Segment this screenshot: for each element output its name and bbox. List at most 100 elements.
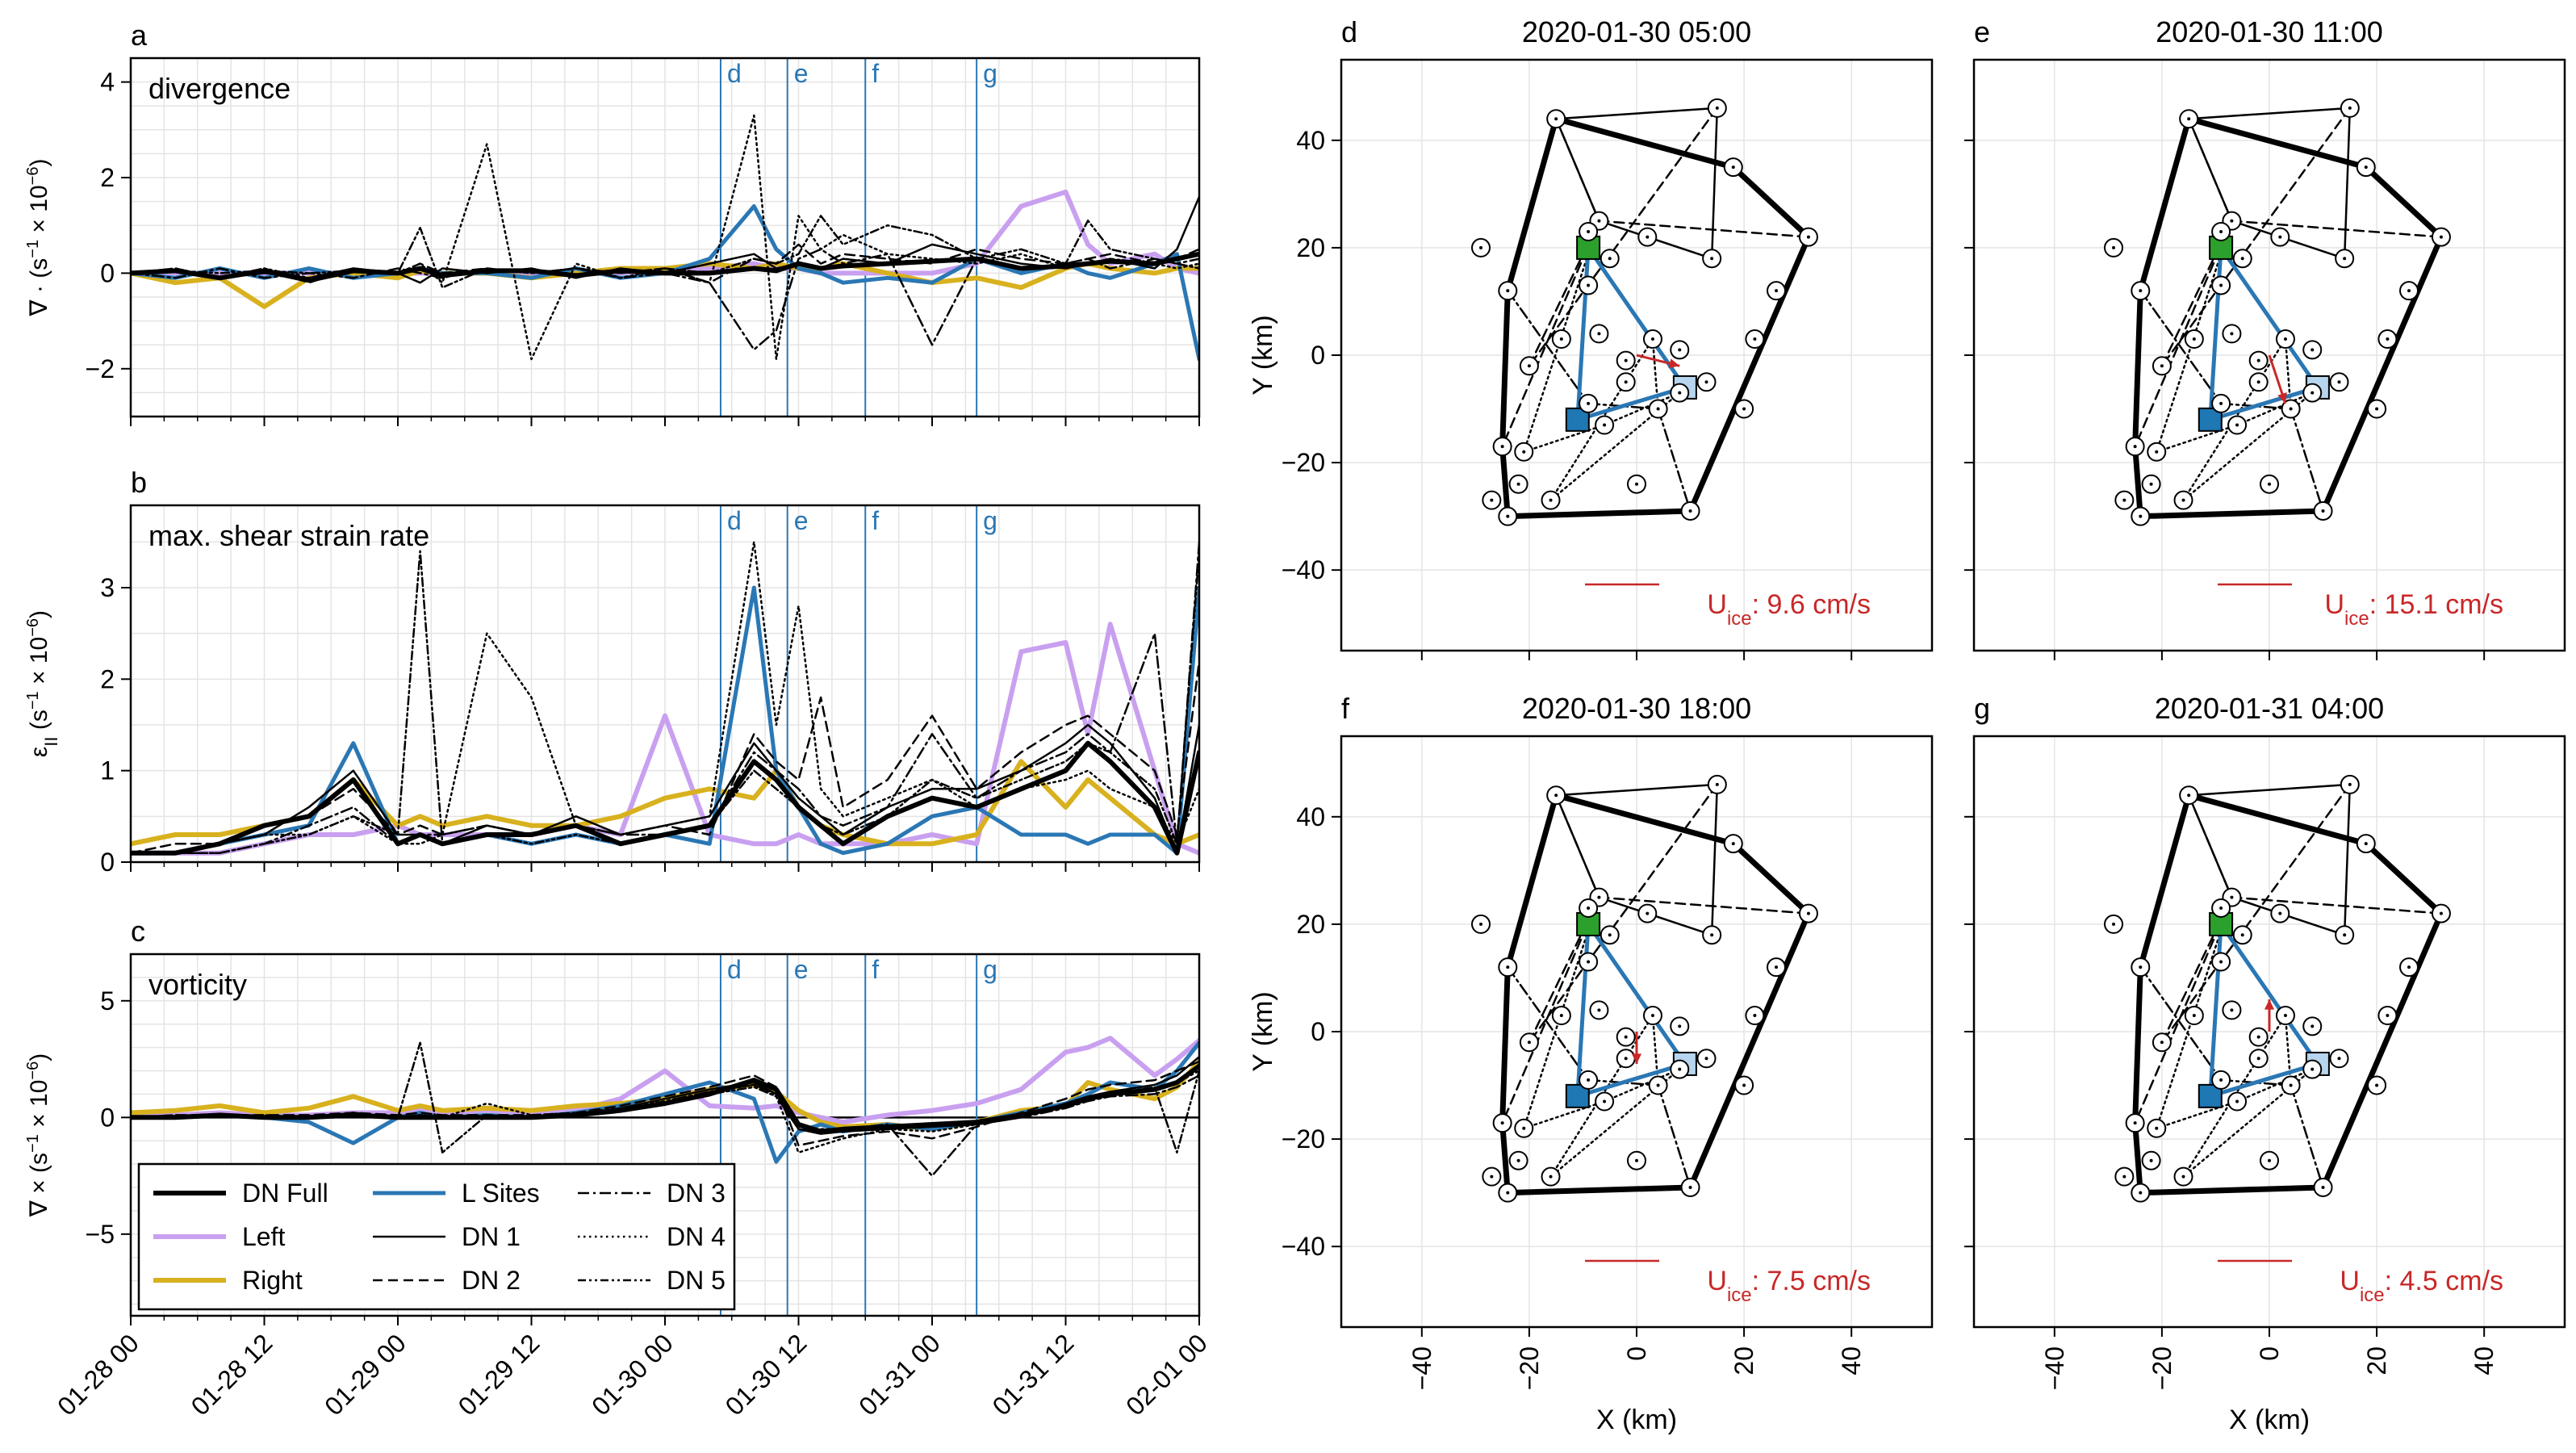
xtick-label: 01-29 00 xyxy=(319,1328,412,1421)
series-line-dn3 xyxy=(131,541,1199,854)
series-line-dn5 xyxy=(131,550,1199,854)
buoy-dot xyxy=(2407,289,2411,293)
network-edge-dn2 xyxy=(2160,220,2233,367)
buoy-dot xyxy=(1554,117,1558,121)
buoy-dot xyxy=(1559,1014,1563,1018)
buoy-dot xyxy=(1500,445,1504,449)
ytick-label: 20 xyxy=(1296,910,1325,939)
panel-letter: b xyxy=(131,466,147,499)
network-edge-dn1 xyxy=(2343,783,2352,936)
buoy-dot xyxy=(1678,348,1682,352)
buoy-dot xyxy=(1710,933,1714,937)
panel-title: 2020-01-30 18:00 xyxy=(1522,692,1751,725)
speed-label: Uice: 15.1 cm/s xyxy=(2324,589,2503,630)
buoy-dot xyxy=(2283,1014,2287,1018)
buoy-dot xyxy=(1516,482,1520,486)
grid xyxy=(130,57,1200,417)
network-edge-full xyxy=(2137,115,2192,294)
ytick-label: 4 xyxy=(100,68,115,97)
network-edge-dn4 xyxy=(2235,1068,2314,1103)
network-edge-dn3 xyxy=(1657,408,1692,513)
x-axis-label: X (km) xyxy=(1596,1405,1677,1435)
buoy-dot xyxy=(2219,1078,2223,1082)
network-edge-dn2 xyxy=(1528,896,1600,1044)
network-edge-dn4 xyxy=(1523,1100,1606,1130)
network-edge-dn3 xyxy=(2139,509,2324,517)
buoy-dot xyxy=(2310,1024,2315,1028)
network-edge-dn4 xyxy=(2156,1100,2239,1130)
network-edge-dn2 xyxy=(2231,220,2443,238)
xtick-label: −20 xyxy=(2147,1346,2177,1390)
buoy-dot xyxy=(2278,911,2282,915)
network-edge-dn2 xyxy=(2231,896,2443,915)
xtick-label: −20 xyxy=(1515,1346,1544,1390)
speed-label: Uice: 7.5 cm/s xyxy=(1707,1266,1871,1306)
panel-letter: a xyxy=(131,19,148,52)
series-line-dn1 xyxy=(131,723,1199,854)
buoy-dot xyxy=(1608,933,1612,937)
legend-label-right: Right xyxy=(242,1266,303,1295)
network-edge-dn1 xyxy=(2343,107,2352,260)
buoy-dot xyxy=(1650,337,1654,341)
buoy-dot xyxy=(2364,842,2368,846)
network-edge-full xyxy=(1730,164,1812,241)
network-edge-dn1 xyxy=(1554,783,1719,797)
network-edge-dn2 xyxy=(1598,896,1810,915)
buoy-dot xyxy=(1587,401,1591,405)
network-edge-full xyxy=(1730,840,1812,917)
buoy-dot xyxy=(2343,257,2347,261)
ytick-label: −20 xyxy=(1282,1124,1325,1154)
xtick-label: 01-31 00 xyxy=(853,1328,946,1421)
network-edge-full xyxy=(1504,792,1559,970)
panel-letter: e xyxy=(1974,15,1990,48)
buoy-dot xyxy=(1624,380,1628,384)
buoy-dot xyxy=(2256,1035,2260,1039)
buoy-dot xyxy=(2283,337,2287,341)
ytick-label: 0 xyxy=(100,848,115,877)
buoy-dot xyxy=(1656,407,1660,411)
buoy-dot xyxy=(1624,1035,1628,1039)
buoy-dot xyxy=(2337,380,2341,384)
series-line-dn2 xyxy=(131,660,1199,854)
buoy-dot xyxy=(2219,960,2223,964)
buoy-dot xyxy=(1715,782,1719,786)
xtick-label: 01-30 00 xyxy=(586,1328,679,1421)
buoy-dot xyxy=(1688,1185,1692,1189)
network-edge-full xyxy=(1553,115,1737,170)
ytick-label: −40 xyxy=(1282,555,1325,584)
buoy-dot xyxy=(2112,922,2116,926)
buoy-dot xyxy=(1527,1041,1531,1045)
ytick-label: 2 xyxy=(100,163,115,192)
event-label-d: d xyxy=(727,506,742,535)
buoy-dot xyxy=(2187,793,2191,798)
l-sites-triangle xyxy=(2208,241,2321,423)
event-label-e: e xyxy=(794,59,809,88)
buoy-dot xyxy=(2337,1057,2341,1061)
network-edge-dn2 xyxy=(2160,896,2233,1044)
buoy-dot xyxy=(1587,1078,1591,1082)
network-edge-full xyxy=(1499,287,1511,450)
ytick-label: 0 xyxy=(1311,341,1325,370)
panel-title: 2020-01-30 05:00 xyxy=(1522,15,1751,48)
series-line-dn_full xyxy=(131,1063,1199,1134)
network-edge-dn2 xyxy=(2160,783,2352,1044)
buoy-dot xyxy=(1731,842,1735,846)
buoy-dot xyxy=(2310,348,2315,352)
buoy-dot xyxy=(1704,380,1708,384)
buoy-dot xyxy=(1624,358,1628,362)
l-sites-triangle xyxy=(1575,241,1688,423)
buoy-dot xyxy=(1479,245,1483,249)
network-edge-dn2 xyxy=(2187,117,2233,222)
network-edge-dn3 xyxy=(1507,509,1692,517)
buoy-dot xyxy=(2256,358,2260,362)
event-label-d: d xyxy=(727,59,742,88)
series-group xyxy=(131,114,1199,362)
ytick-label: 5 xyxy=(100,986,115,1015)
network-edge-dn3 xyxy=(2139,289,2223,405)
buoy-dot xyxy=(2310,391,2315,395)
buoy-dot xyxy=(1587,283,1591,287)
buoy-dot xyxy=(1522,1126,1526,1130)
buoy-dot xyxy=(2375,407,2379,411)
